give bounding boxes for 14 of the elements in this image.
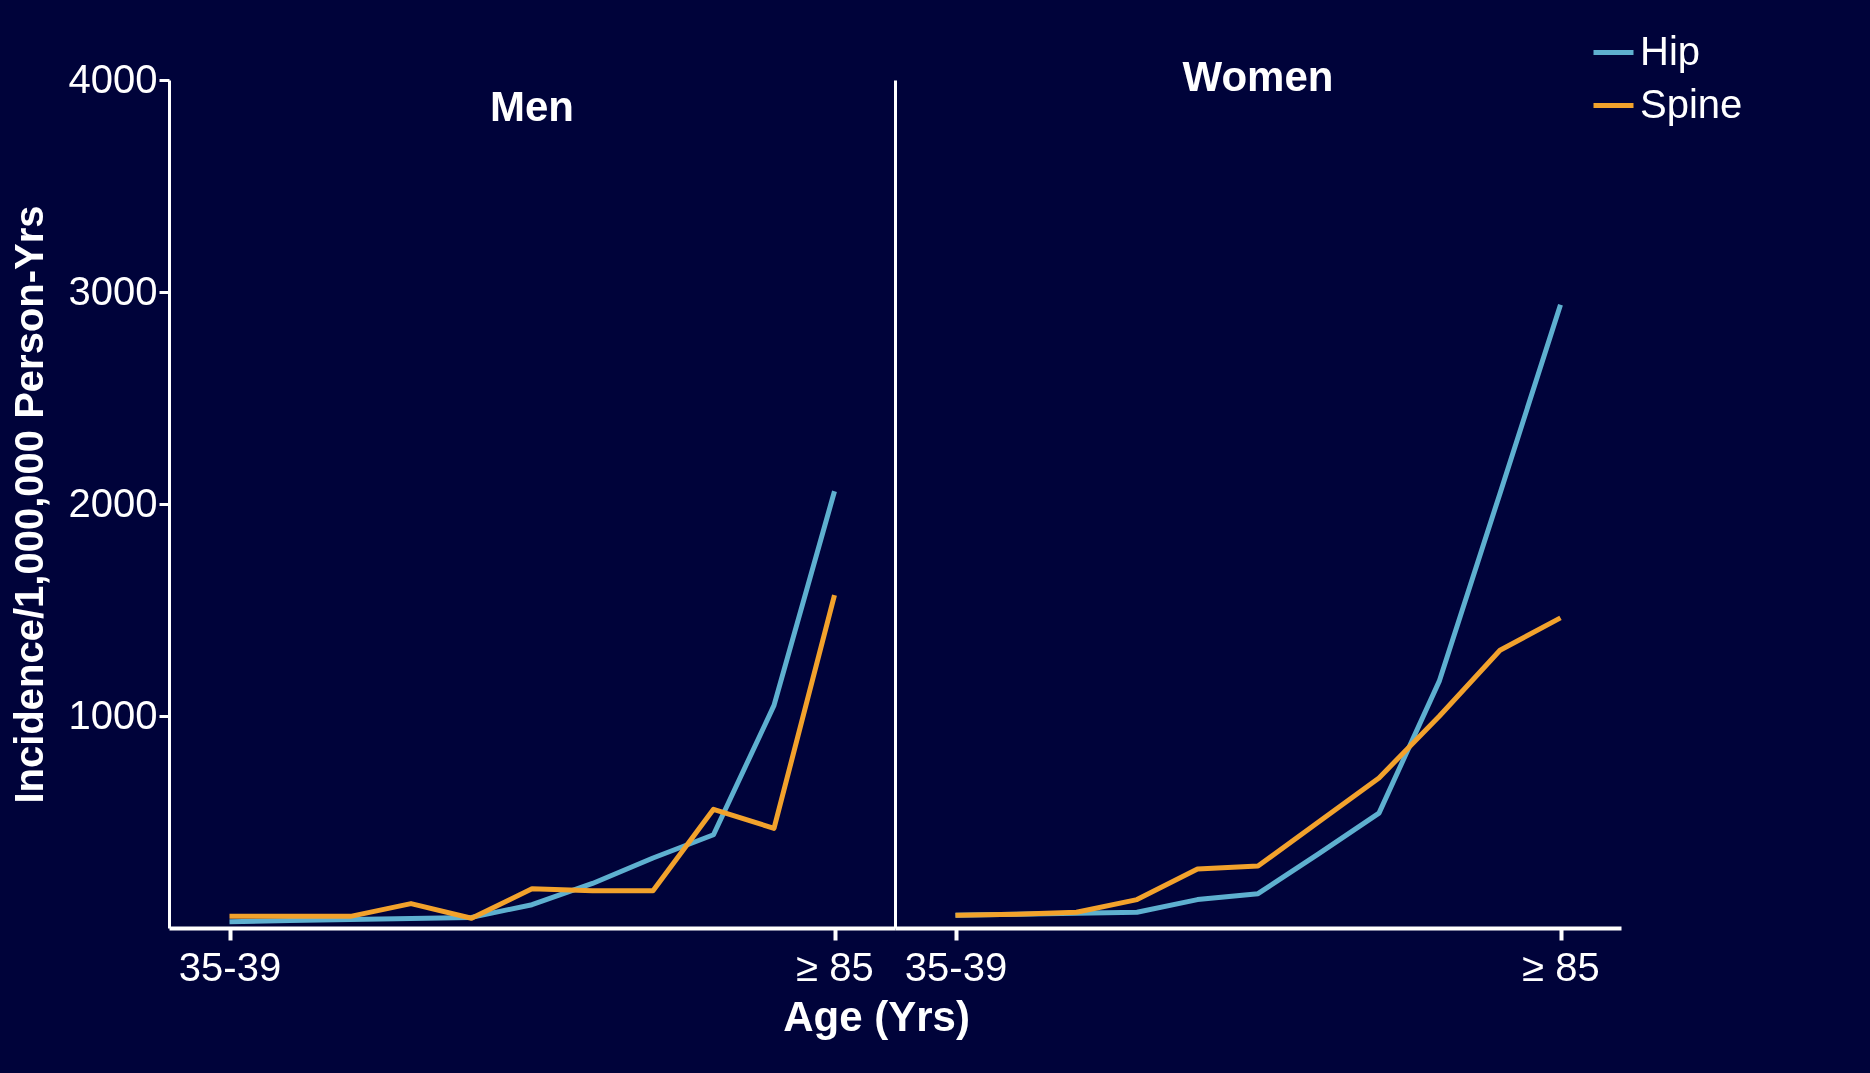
y-axis-title: Incidence/1,000,000 Person-Yrs	[6, 205, 51, 804]
x-tick-label: ≥ 85	[1522, 944, 1600, 989]
y-tick-label: 4000	[68, 56, 158, 101]
y-tick-label: 2000	[68, 480, 158, 525]
chart-title: Men	[490, 83, 574, 130]
y-tick-label: 1000	[68, 692, 158, 737]
x-tick-label: 35-39	[178, 944, 282, 989]
legend-label: Hip	[1640, 28, 1701, 73]
y-tick-label: 3000	[68, 268, 158, 313]
x-axis-title: Age (Yrs)	[783, 993, 970, 1040]
legend-label: Spine	[1640, 81, 1743, 126]
x-tick-label: ≥ 85	[796, 944, 874, 989]
chart-title: Women	[1182, 53, 1334, 100]
x-tick-label: 35-39	[904, 944, 1008, 989]
